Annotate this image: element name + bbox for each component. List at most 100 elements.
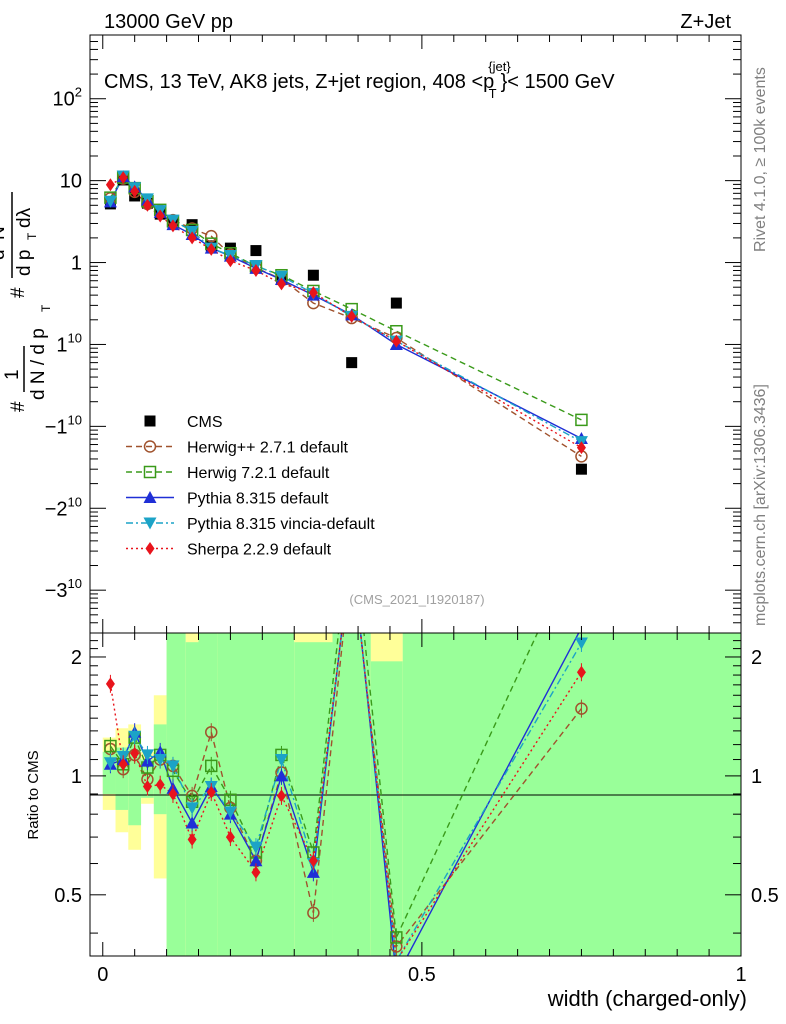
ratio-data-point <box>168 787 178 801</box>
ratio-data-point <box>104 739 117 753</box>
ratio-data-point <box>574 637 588 650</box>
main-data-point <box>576 441 586 455</box>
ratio-data-point <box>274 754 288 767</box>
mcplots-label: mcplots.cern.ch [arXiv:1306.3436] <box>752 384 769 626</box>
ratio-data-point <box>185 802 199 815</box>
plot-title: CMS, 13 TeV, AK8 jets, Z+jet region, 408… <box>104 59 615 101</box>
ylabel-t-sub-1: T <box>39 304 53 312</box>
legend-entry: Herwig 7.2.1 default <box>187 465 330 482</box>
ratio-data-point <box>274 769 288 782</box>
ratio-data-point <box>307 906 320 920</box>
main-data-point <box>346 357 358 369</box>
legend-entry: CMS <box>187 414 223 431</box>
legend-marker <box>143 517 157 530</box>
title-jet-sup: {jet} <box>488 59 511 74</box>
header-energy: 13000 GeV pp <box>104 11 233 33</box>
ratio-data-point <box>249 841 263 854</box>
title-part-2: }< 1500 GeV <box>501 71 616 93</box>
ratio-ticks <box>90 633 742 956</box>
legend-marker <box>144 415 156 427</box>
main-data-point <box>168 219 178 233</box>
ratio-y-tick-label-right: 1 <box>751 766 762 788</box>
ratio-y-tick-label: 0.5 <box>54 885 82 907</box>
main-ticks <box>90 34 742 634</box>
tick-exponent: 10 <box>68 494 82 509</box>
ratio-data-point <box>249 854 263 867</box>
main-data-point <box>225 254 235 268</box>
ratio-data-point <box>276 789 286 803</box>
main-data-point <box>155 209 165 223</box>
ratio-y-label: Ratio to CMS <box>25 750 42 839</box>
tick-base: −2 <box>45 498 68 520</box>
ratio-data-point <box>166 760 180 773</box>
main-data-point <box>307 269 319 281</box>
ratio-markers <box>103 633 588 956</box>
main-y-tick-label: −110 <box>45 412 82 438</box>
legend-entry: Pythia 8.315 vincia-default <box>187 516 375 533</box>
main-y-tick-label: 1 <box>71 253 82 275</box>
x-tick-label: 0.5 <box>408 964 436 986</box>
ratio-band-inner <box>153 724 167 815</box>
ratio-data-point <box>308 854 318 868</box>
main-data-point <box>276 277 286 291</box>
ylabel-d: d <box>0 249 9 260</box>
ratio-data-point <box>575 702 588 715</box>
main-y-tick-label: −210 <box>45 494 82 520</box>
main-data-point <box>390 297 402 309</box>
ylabel-dlambda: dλ <box>14 207 35 228</box>
ylabel-dpt: d p <box>14 250 35 276</box>
ratio-data-point <box>142 780 152 794</box>
ratio-data-point <box>225 830 235 844</box>
legend-entry: Herwig++ 2.7.1 default <box>187 440 349 457</box>
ratio-data-point <box>206 785 216 799</box>
main-series-line <box>110 176 582 449</box>
x-axis-label: width (charged-only) <box>547 986 747 1011</box>
tick-exponent: 10 <box>68 576 82 591</box>
ratio-data-point <box>390 931 403 944</box>
ylabel-one: 1 <box>2 369 23 380</box>
ratio-data-point <box>185 816 199 829</box>
main-y-tick-label: 110 <box>56 330 82 356</box>
ratio-data-point <box>187 833 197 847</box>
main-data-point <box>391 334 401 348</box>
ratio-series-line <box>109 633 539 940</box>
tick-base: 1 <box>56 334 67 356</box>
ratio-data-point <box>103 757 117 770</box>
ratio-data-point <box>130 746 140 760</box>
main-markers <box>103 170 588 475</box>
ratio-data-point <box>118 757 128 771</box>
main-data-point <box>347 309 357 323</box>
ylabel-hash-2: # <box>8 287 29 298</box>
ratio-data-point <box>105 677 115 691</box>
ratio-data-point <box>128 730 142 743</box>
main-y-tick-label: 10 <box>60 171 82 193</box>
ylabel-dn-dpt: d N / d p <box>28 328 49 400</box>
ratio-data-point <box>205 759 218 773</box>
ylabel-n: N <box>0 226 9 240</box>
x-tick-label: 1 <box>735 964 746 986</box>
tick-base: 10 <box>53 89 75 111</box>
analysis-tag: (CMS_2021_I1920187) <box>349 592 484 607</box>
ratio-series-line <box>109 633 582 949</box>
ratio-band-inner <box>294 642 333 956</box>
ratio-data-point <box>251 865 261 879</box>
legend-marker <box>143 440 157 453</box>
legend-marker <box>145 542 155 555</box>
ratio-panel: 2 21 10.5 0.5 0 0.5 1 Ratio to CMS width (cha… <box>25 632 779 1011</box>
ratio-y-tick-label: 1 <box>71 766 82 788</box>
ratio-frame <box>89 632 742 957</box>
ratio-data-point <box>153 754 167 767</box>
main-data-point <box>251 263 261 277</box>
ratio-y-tick-label: 2 <box>71 647 82 669</box>
header-process: Z+Jet <box>680 11 731 33</box>
title-t-sub: T <box>489 86 497 101</box>
main-y-tick-label: −310 <box>45 576 82 602</box>
legend-marker <box>143 491 157 503</box>
main-data-point <box>250 245 262 257</box>
main-data-point <box>142 198 152 212</box>
ratio-data-point <box>140 749 154 762</box>
title-pt: p <box>483 71 494 93</box>
tick-exponent: 2 <box>75 85 82 100</box>
